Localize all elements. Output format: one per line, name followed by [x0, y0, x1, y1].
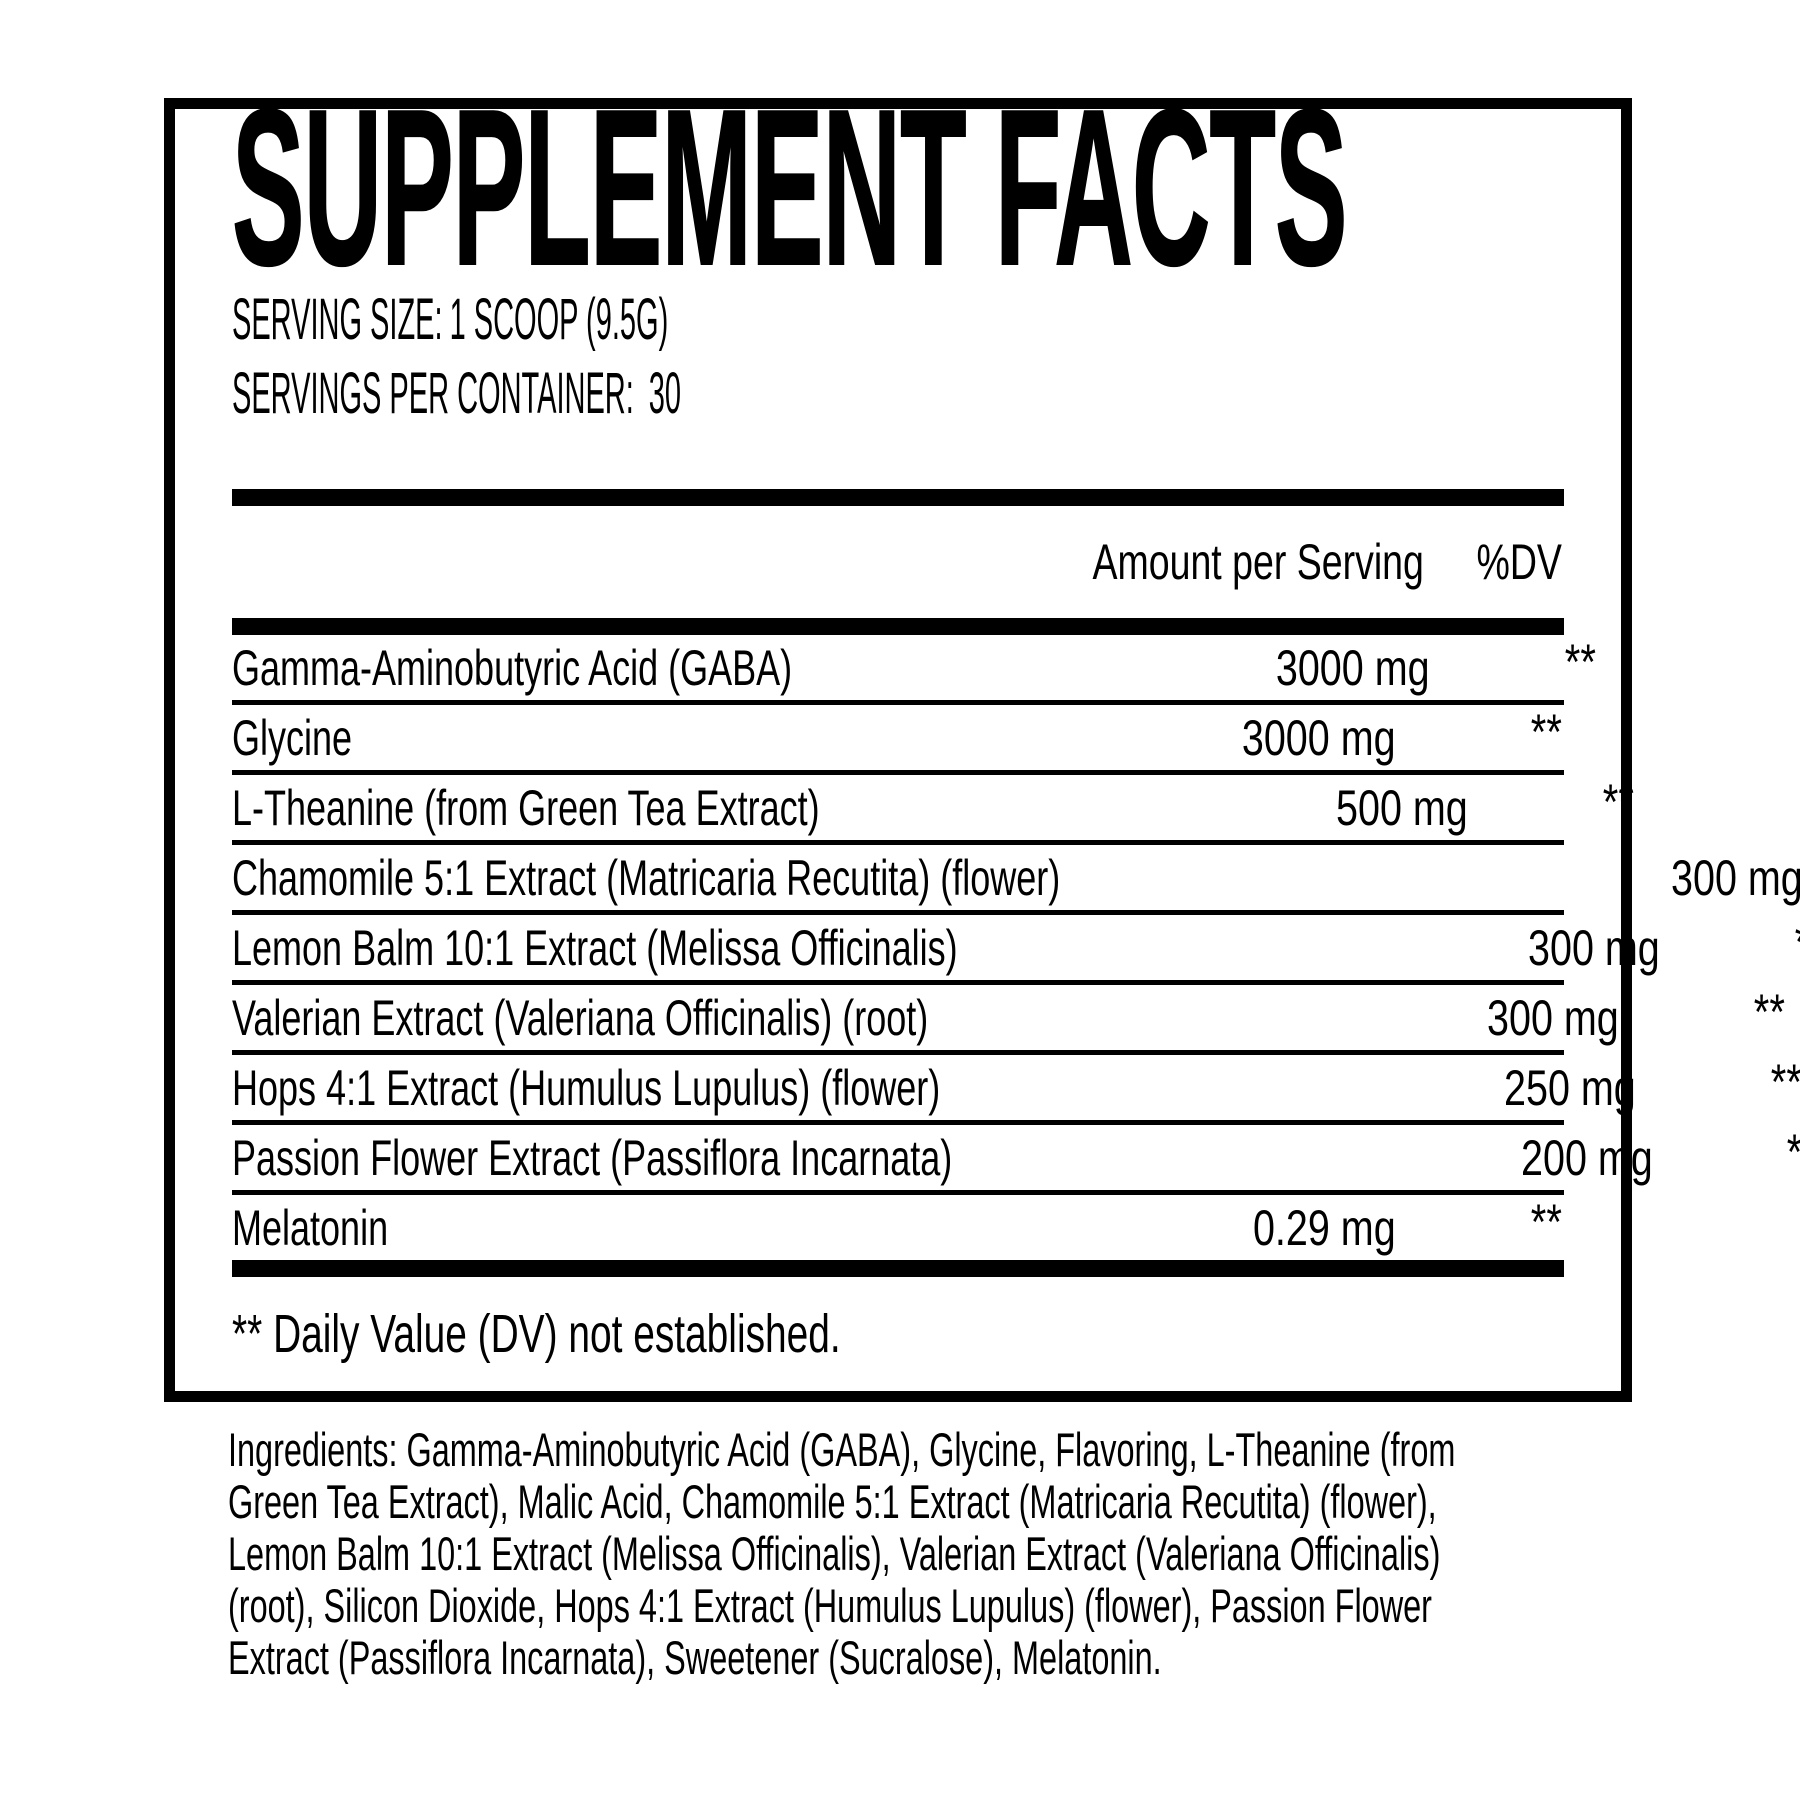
ingredient-dv: **	[1602, 773, 1635, 830]
ingredient-name: Passion Flower Extract (Passiflora Incar…	[232, 1129, 953, 1186]
servings-per-container-value: 30	[648, 361, 682, 426]
divider-bar-header	[232, 618, 1564, 635]
ingredients-paragraph: Ingredients: Gamma-Aminobutyric Acid (GA…	[228, 1423, 1456, 1684]
ingredient-amount: 250 mg	[1503, 1059, 1636, 1116]
dv-column-header: %DV	[1476, 534, 1562, 590]
ingredient-dv: **	[1530, 703, 1562, 760]
ingredient-name: L-Theanine (from Green Tea Extract)	[232, 779, 820, 836]
ingredient-amount: 3000 mg	[1242, 709, 1396, 766]
ingredient-name: Glycine	[232, 709, 353, 766]
ingredient-rows: Gamma-Aminobutyric Acid (GABA) 3000 mg *…	[232, 634, 1800, 1260]
ingredient-amount: 0.29 mg	[1253, 1199, 1396, 1256]
ingredient-dv: **	[1564, 633, 1596, 690]
panel-title-text: SUPPLEMENT FACTS	[232, 64, 1348, 312]
daily-value-footnote-text: ** Daily Value (DV) not established.	[232, 1304, 841, 1364]
table-row: Hops 4:1 Extract (Humulus Lupulus) (flow…	[232, 1054, 1800, 1125]
divider-bar-bottom	[232, 1260, 1564, 1277]
ingredient-dv: **	[1753, 983, 1786, 1040]
facts-panel: SUPPLEMENT FACTS SERVING SIZE: 1 SCOOP (9…	[164, 76, 1800, 1402]
serving-size-value: 1 SCOOP (9.5G)	[449, 287, 669, 352]
table-row: Glycine 3000 mg **	[232, 703, 1564, 775]
ingredient-amount: 300 mg	[1528, 919, 1660, 976]
servings-per-container-line: SERVINGS PER CONTAINER: 30	[232, 357, 1564, 431]
table-row: L-Theanine (from Green Tea Extract) 500 …	[232, 774, 1634, 845]
ingredient-name: Valerian Extract (Valeriana Officinalis)…	[232, 989, 929, 1046]
table-row: Melatonin 0.29 mg **	[232, 1193, 1564, 1260]
column-header-row: Amount per Serving %DV	[232, 506, 1564, 618]
ingredient-name: Melatonin	[232, 1199, 389, 1256]
table-row: Passion Flower Extract (Passiflora Incar…	[232, 1124, 1800, 1195]
ingredient-amount: 300 mg	[1670, 849, 1800, 906]
divider-bar-top	[232, 489, 1564, 506]
ingredient-name: Chamomile 5:1 Extract (Matricaria Recuti…	[232, 849, 1061, 906]
ingredient-name: Lemon Balm 10:1 Extract (Melissa Officin…	[232, 919, 958, 976]
table-row: Lemon Balm 10:1 Extract (Melissa Officin…	[232, 914, 1800, 985]
ingredient-amount: 3000 mg	[1276, 639, 1430, 696]
serving-size-label: SERVING SIZE:	[232, 287, 443, 352]
ingredient-amount: 500 mg	[1336, 779, 1469, 836]
ingredient-dv: **	[1787, 1123, 1800, 1181]
ingredient-dv: **	[1795, 913, 1800, 971]
ingredient-amount: 300 mg	[1487, 989, 1620, 1046]
table-row: Chamomile 5:1 Extract (Matricaria Recuti…	[232, 845, 1800, 915]
ingredient-dv: **	[1770, 1053, 1800, 1110]
ingredient-amount: 200 mg	[1520, 1129, 1653, 1186]
panel-title: SUPPLEMENT FACTS	[232, 64, 1564, 312]
daily-value-footnote: ** Daily Value (DV) not established.	[232, 1277, 1564, 1391]
amount-column-header: Amount per Serving	[1092, 534, 1424, 590]
table-row: Valerian Extract (Valeriana Officinalis)…	[232, 984, 1785, 1055]
serving-size-line: SERVING SIZE: 1 SCOOP (9.5G)	[232, 283, 1564, 357]
ingredient-name: Gamma-Aminobutyric Acid (GABA)	[232, 639, 793, 696]
servings-per-container-label: SERVINGS PER CONTAINER:	[232, 361, 634, 426]
table-row: Gamma-Aminobutyric Acid (GABA) 3000 mg *…	[232, 634, 1596, 705]
ingredient-dv: **	[1530, 1193, 1562, 1250]
ingredient-name: Hops 4:1 Extract (Humulus Lupulus) (flow…	[232, 1059, 941, 1116]
